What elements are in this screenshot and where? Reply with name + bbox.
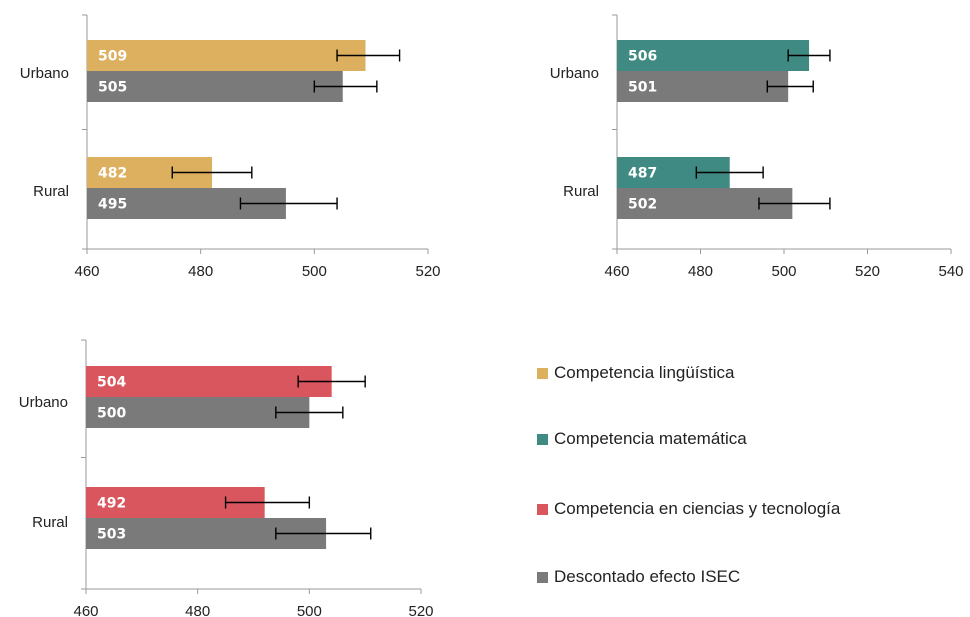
chart3-x-tick-label: 520 (408, 603, 433, 617)
chart1-category-label: Urbano (20, 65, 69, 82)
chart3-category-label: Urbano (19, 394, 68, 411)
legend-item-linguistica: Competencia lingüística (537, 363, 734, 383)
chart2-bar (617, 40, 810, 71)
legend-item-matematica: Competencia matemática (537, 429, 747, 449)
chart2-data-label: 506 (628, 49, 657, 65)
chart1-data-label: 495 (98, 197, 127, 213)
chart1-data-label: 505 (98, 80, 127, 96)
chart2-data-label: 502 (628, 197, 657, 213)
chart3-data-label: 492 (97, 496, 126, 512)
legend-swatch-isec (537, 571, 548, 583)
chart1-x-tick-label: 520 (415, 263, 440, 280)
chart3-bar (86, 366, 332, 397)
chart3-x-tick-label: 500 (297, 603, 322, 617)
chart2-x-tick-label: 480 (688, 263, 713, 280)
legend-item-ciencias: Competencia en ciencias y tecnología (537, 499, 840, 519)
chart1-bar (87, 40, 366, 71)
chart3-data-label: 500 (97, 406, 126, 422)
legend-label-isec: Descontado efecto ISEC (554, 567, 741, 586)
chart2-x-tick-label: 460 (604, 263, 629, 280)
legend-label-linguistica: Competencia lingüística (554, 363, 735, 382)
chart1-category-label: Rural (33, 183, 69, 200)
chart2-data-label: 487 (628, 166, 657, 182)
chart3-data-label: 504 (97, 375, 126, 391)
legend-label-matematica: Competencia matemática (554, 429, 747, 448)
legend-swatch-matematica (537, 433, 548, 445)
chart1-data-label: 482 (98, 166, 127, 182)
chart1-x-tick-label: 460 (74, 263, 99, 280)
chart3-data-label: 503 (97, 527, 126, 543)
chart2-category-label: Rural (563, 183, 599, 200)
chart3-x-tick-label: 480 (185, 603, 210, 617)
chart2-data-label: 501 (628, 80, 657, 96)
chart1-data-label: 509 (98, 49, 127, 65)
chart2-bar (617, 71, 789, 102)
legend-label-ciencias: Competencia en ciencias y tecnología (554, 499, 841, 518)
chart2-x-tick-label: 540 (938, 263, 963, 280)
chart1-bar (87, 71, 343, 102)
legend-swatch-linguistica (537, 367, 548, 379)
chart1-x-tick-label: 500 (302, 263, 327, 280)
chart2-x-tick-label: 520 (855, 263, 880, 280)
legend-item-isec: Descontado efecto ISEC (537, 567, 740, 587)
legend-swatch-ciencias (537, 503, 548, 515)
chart3-category-label: Rural (32, 514, 68, 531)
chart3-x-tick-label: 460 (73, 603, 98, 617)
chart3-bar (86, 397, 310, 428)
chart1-x-tick-label: 480 (188, 263, 213, 280)
chart2-category-label: Urbano (550, 65, 599, 82)
chart2-x-tick-label: 500 (771, 263, 796, 280)
